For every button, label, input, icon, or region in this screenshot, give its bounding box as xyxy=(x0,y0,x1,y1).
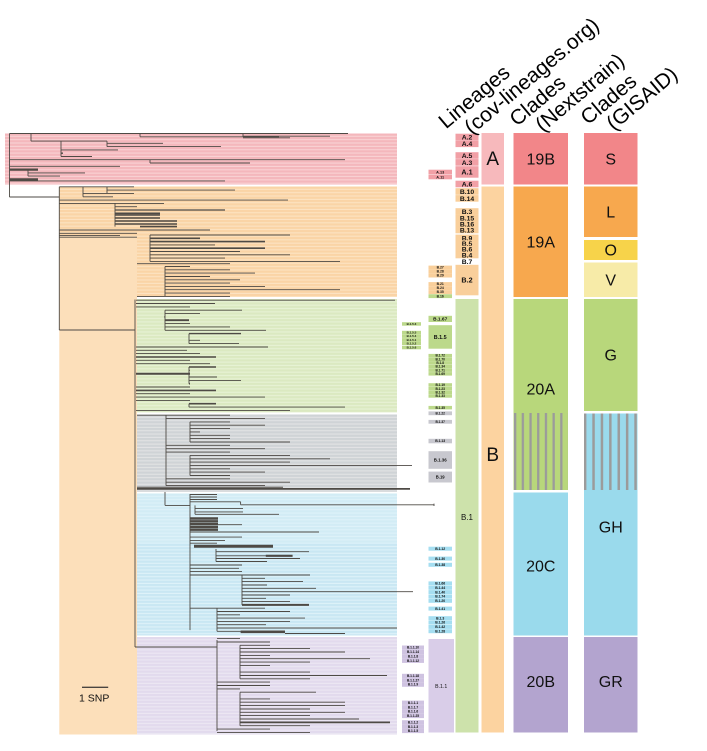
svg-text:B.3: B.3 xyxy=(462,209,473,216)
svg-text:A.3: A.3 xyxy=(462,160,473,167)
svg-text:B.1.69: B.1.69 xyxy=(435,372,445,376)
svg-text:B.1.71: B.1.71 xyxy=(435,368,445,372)
svg-text:B.1.67: B.1.67 xyxy=(433,317,447,323)
svg-text:B.29: B.29 xyxy=(437,274,444,278)
svg-text:B.1.1.8: B.1.1.8 xyxy=(408,655,419,659)
svg-text:B.1.8: B.1.8 xyxy=(436,361,444,365)
svg-text:V: V xyxy=(605,272,616,289)
svg-text:B.1.23: B.1.23 xyxy=(435,387,445,391)
svg-text:B.1.1.10: B.1.1.10 xyxy=(407,646,419,650)
svg-text:B.28: B.28 xyxy=(437,270,444,274)
svg-text:B.1.1.5: B.1.1.5 xyxy=(408,729,419,733)
svg-text:B.27: B.27 xyxy=(437,266,444,270)
svg-text:B.1.1.7: B.1.1.7 xyxy=(408,705,419,709)
svg-text:B.1.5.3: B.1.5.3 xyxy=(407,322,417,326)
svg-text:B.1.5.5: B.1.5.5 xyxy=(407,331,417,335)
svg-text:A.13: A.13 xyxy=(436,170,444,174)
svg-text:B.1.28: B.1.28 xyxy=(435,629,445,633)
svg-text:B.1.1.27: B.1.1.27 xyxy=(407,678,419,682)
svg-text:19B: 19B xyxy=(527,151,555,168)
svg-text:B.1.5.2: B.1.5.2 xyxy=(407,341,417,345)
svg-text:1 SNP: 1 SNP xyxy=(79,693,109,705)
svg-text:B.1.1.3: B.1.1.3 xyxy=(408,725,419,729)
svg-text:B.1: B.1 xyxy=(461,513,474,522)
svg-text:B.6: B.6 xyxy=(462,246,473,253)
svg-text:A: A xyxy=(486,149,499,170)
svg-text:B.1.37: B.1.37 xyxy=(435,420,445,424)
svg-text:L: L xyxy=(606,204,615,221)
svg-text:A.4: A.4 xyxy=(462,141,473,148)
svg-text:B.1.42: B.1.42 xyxy=(435,625,445,629)
svg-text:B.16: B.16 xyxy=(437,294,444,298)
svg-text:B.10: B.10 xyxy=(460,189,475,196)
svg-text:B.1.32: B.1.32 xyxy=(435,390,445,394)
svg-text:B.16: B.16 xyxy=(460,221,475,228)
svg-text:B.1.66: B.1.66 xyxy=(435,582,445,586)
svg-text:GH: GH xyxy=(599,520,623,537)
svg-text:B.1.12: B.1.12 xyxy=(435,547,445,551)
svg-text:B.1.5.6: B.1.5.6 xyxy=(407,346,417,350)
svg-text:B.1.44: B.1.44 xyxy=(435,586,445,590)
svg-text:20C: 20C xyxy=(526,559,555,576)
svg-text:B.1.1.2: B.1.1.2 xyxy=(408,721,419,725)
svg-text:B.24: B.24 xyxy=(437,286,444,290)
svg-text:B.14: B.14 xyxy=(460,196,475,203)
svg-text:B.1.40: B.1.40 xyxy=(435,590,445,594)
svg-text:S: S xyxy=(605,151,616,168)
svg-text:A.1: A.1 xyxy=(461,168,472,177)
svg-text:B.1.36: B.1.36 xyxy=(434,458,447,463)
svg-text:B.1.1.14: B.1.1.14 xyxy=(407,650,419,654)
svg-text:B.1.70: B.1.70 xyxy=(435,357,445,361)
svg-text:GR: GR xyxy=(599,674,623,691)
svg-text:B.35: B.35 xyxy=(437,290,444,294)
svg-text:B.9: B.9 xyxy=(462,235,473,242)
svg-text:B.5: B.5 xyxy=(462,241,473,248)
svg-text:B.1.38: B.1.38 xyxy=(435,563,445,567)
svg-text:B.1.35: B.1.35 xyxy=(435,406,445,410)
svg-text:O: O xyxy=(605,243,617,260)
svg-text:B.1.1.9: B.1.1.9 xyxy=(408,683,419,687)
svg-text:B.1.1.6: B.1.1.6 xyxy=(408,710,419,714)
svg-text:B.15: B.15 xyxy=(460,215,475,222)
svg-text:A.11: A.11 xyxy=(436,175,444,179)
svg-text:20A: 20A xyxy=(527,382,556,399)
svg-text:B.1.20: B.1.20 xyxy=(435,599,445,603)
svg-text:B.1.33: B.1.33 xyxy=(435,394,445,398)
svg-text:B.1.5: B.1.5 xyxy=(434,335,447,341)
svg-text:A.2: A.2 xyxy=(462,134,473,141)
svg-text:B.4: B.4 xyxy=(462,252,473,259)
svg-text:B.21: B.21 xyxy=(437,282,444,286)
svg-text:B.1.34: B.1.34 xyxy=(435,365,445,369)
svg-text:B.1.41: B.1.41 xyxy=(435,607,445,611)
svg-text:B.1.19: B.1.19 xyxy=(435,383,445,387)
svg-text:B.1.5.4: B.1.5.4 xyxy=(407,334,417,338)
svg-text:A.5: A.5 xyxy=(462,153,473,160)
svg-text:19A: 19A xyxy=(527,234,556,251)
svg-text:B: B xyxy=(486,445,499,466)
svg-text:B.1.26: B.1.26 xyxy=(435,621,445,625)
svg-text:B.1.22: B.1.22 xyxy=(435,411,445,415)
svg-text:B.1.1.25: B.1.1.25 xyxy=(407,714,419,718)
svg-text:B.1.1.1: B.1.1.1 xyxy=(408,701,419,705)
svg-text:B.1.1.18: B.1.1.18 xyxy=(407,674,419,678)
svg-text:B.1.3: B.1.3 xyxy=(436,616,444,620)
svg-text:B.1.1: B.1.1 xyxy=(435,684,447,690)
svg-text:G: G xyxy=(605,348,617,365)
svg-text:B.1.74: B.1.74 xyxy=(435,595,445,599)
svg-text:B.1.1.12: B.1.1.12 xyxy=(407,659,419,663)
svg-text:B.7: B.7 xyxy=(462,259,473,266)
svg-text:B.1.13: B.1.13 xyxy=(435,439,445,443)
svg-text:B.19: B.19 xyxy=(436,475,446,480)
svg-text:B.1.72: B.1.72 xyxy=(435,354,445,358)
svg-text:B.1.5.1: B.1.5.1 xyxy=(407,338,417,342)
svg-text:B.1.30: B.1.30 xyxy=(435,557,445,561)
svg-text:B.13: B.13 xyxy=(460,227,475,234)
svg-text:B.2: B.2 xyxy=(461,276,472,285)
svg-text:20B: 20B xyxy=(527,674,555,691)
svg-text:A.6: A.6 xyxy=(462,181,473,188)
